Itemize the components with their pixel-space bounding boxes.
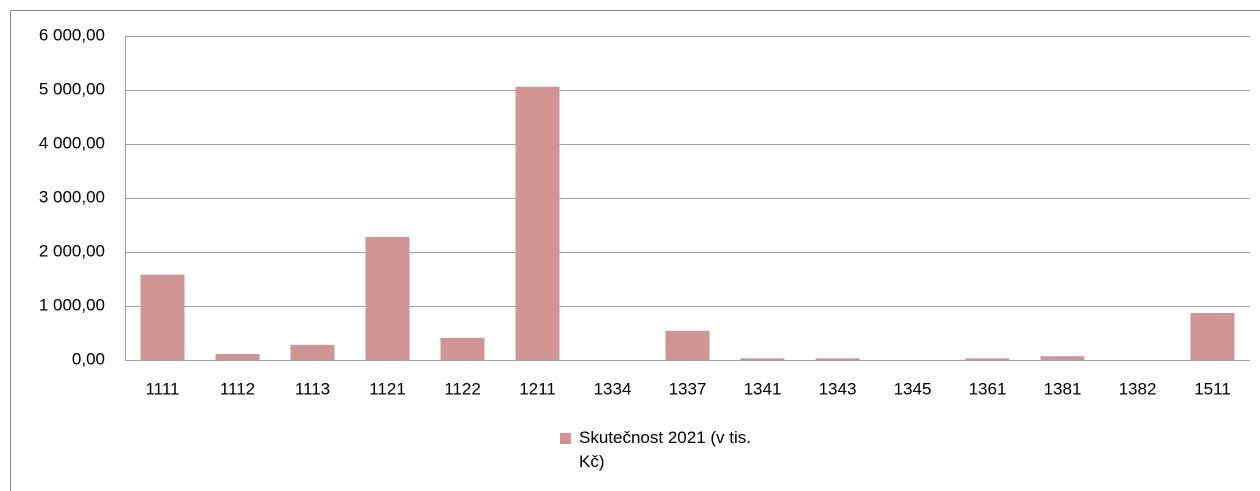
bar (1190, 313, 1235, 360)
x-tick-label: 1111 (145, 379, 179, 398)
x-tick-label: 1211 (519, 379, 556, 398)
y-tick-label: 6 000,00 (39, 25, 105, 44)
legend-swatch (560, 433, 571, 444)
x-tick-label: 1345 (894, 379, 932, 398)
bar (365, 236, 410, 360)
bar (815, 358, 860, 360)
x-tick-label: 1337 (669, 379, 707, 398)
legend-label: Skutečnost 2021 (v tis. Kč) (579, 428, 751, 471)
bar (1040, 356, 1085, 360)
x-tick-label: 1361 (969, 379, 1007, 398)
y-tick-label: 4 000,00 (39, 133, 105, 152)
bar (965, 358, 1010, 360)
bar (515, 86, 560, 360)
bar (140, 274, 185, 360)
bar (665, 330, 710, 360)
y-tick-label: 0,00 (72, 349, 105, 368)
x-tick-label: 1121 (369, 379, 406, 398)
x-tick-label: 1341 (744, 379, 782, 398)
x-tick-label: 1511 (1194, 379, 1231, 398)
x-tick-label: 1382 (1119, 379, 1157, 398)
bar (290, 344, 335, 360)
x-tick-label: 1381 (1044, 379, 1082, 398)
y-tick-label: 2 000,00 (39, 241, 105, 260)
y-tick-label: 3 000,00 (39, 187, 105, 206)
x-tick-label: 1112 (220, 379, 255, 398)
legend: Skutečnost 2021 (v tis. Kč) (560, 426, 759, 474)
y-tick-label: 1 000,00 (39, 295, 105, 314)
x-tick-label: 1113 (295, 379, 330, 398)
bar (440, 337, 485, 360)
bar (215, 354, 260, 360)
x-tick-label: 1343 (819, 379, 857, 398)
x-tick-label: 1334 (594, 379, 632, 398)
bar (740, 358, 785, 360)
x-tick-label: 1122 (444, 379, 481, 398)
y-tick-label: 5 000,00 (39, 79, 105, 98)
